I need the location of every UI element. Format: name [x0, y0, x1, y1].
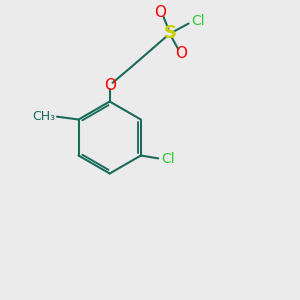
Text: CH₃: CH₃ — [32, 110, 56, 123]
Text: Cl: Cl — [191, 14, 205, 28]
Text: O: O — [154, 5, 166, 20]
Text: Cl: Cl — [162, 152, 175, 166]
Text: O: O — [104, 78, 116, 93]
Text: S: S — [164, 24, 177, 42]
Text: O: O — [175, 46, 187, 61]
